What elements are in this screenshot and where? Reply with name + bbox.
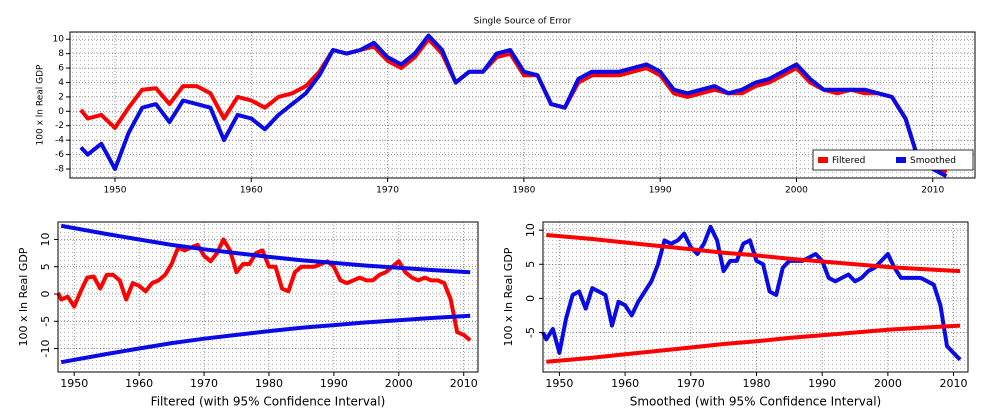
y-axis-label: 100 x ln Real GDP [502,247,515,346]
x-tick-label: 1970 [677,377,705,390]
series-line [60,313,471,365]
y-tick-label: -6 [55,150,64,160]
y-tick-label: 0 [524,295,537,302]
y-axis-label: 100 x ln Real GDP [36,64,46,145]
series-line [546,323,961,364]
x-axis-label: Filtered (with 95% Confidence Interval) [151,395,386,409]
plot-area [543,222,968,372]
series-line [79,33,948,178]
y-tick-label: 6 [58,64,64,74]
x-tick-label: 1950 [545,377,573,390]
series-line [60,223,471,275]
x-tick-label: 2010 [921,186,944,196]
y-tick-label: 10 [39,232,52,246]
x-tick-label: 1970 [376,186,399,196]
y-tick-label: -4 [55,136,64,146]
x-tick-label: 1990 [320,377,348,390]
y-axis-label: 100 x ln Real GDP [17,247,30,346]
legend-box [812,149,974,171]
x-tick-label: 1960 [125,377,153,390]
x-tick-label: 2000 [385,377,413,390]
x-tick-label: 1950 [60,377,88,390]
y-tick-label: -5 [39,316,52,327]
x-tick-label: 1990 [649,186,672,196]
x-tick-label: 2010 [450,377,478,390]
y-tick-label: -10 [39,340,52,358]
y-tick-label: 2 [58,92,64,102]
chart-title: Single Source of Error [474,17,572,27]
x-tick-label: 1950 [104,186,127,196]
series-line [56,237,472,342]
x-tick-label: 2000 [785,186,808,196]
legend-label: Filtered [832,156,865,166]
y-tick-label: 0 [58,107,64,117]
x-tick-label: 1990 [808,377,836,390]
x-tick-label: 1960 [240,186,263,196]
legend-swatch [818,157,828,163]
y-tick-label: 0 [39,291,52,298]
y-tick-label: 5 [524,261,537,268]
x-tick-label: 1980 [255,377,283,390]
legend-label: Smoothed [910,156,956,166]
y-tick-label: 8 [58,49,64,59]
series-line [546,233,961,274]
x-axis-label: Smoothed (with 95% Confidence Interval) [630,395,881,409]
y-tick-label: -5 [524,327,537,338]
y-tick-label: -8 [55,164,64,174]
series-line [541,224,962,362]
plot-area [58,222,478,372]
y-tick-label: 10 [53,35,65,45]
plot-frame [57,221,479,373]
plot-frame [69,31,976,179]
x-tick-label: 1970 [190,377,218,390]
x-tick-label: 2010 [940,377,968,390]
x-tick-label: 2000 [874,377,902,390]
x-tick-label: 1980 [742,377,770,390]
plot-frame [542,221,969,373]
y-tick-label: -2 [55,121,64,131]
y-tick-label: 5 [39,263,52,270]
legend-swatch [896,157,906,163]
x-tick-label: 1980 [512,186,535,196]
x-tick-label: 1960 [611,377,639,390]
y-tick-label: 4 [58,78,64,88]
y-tick-label: 10 [524,223,537,237]
